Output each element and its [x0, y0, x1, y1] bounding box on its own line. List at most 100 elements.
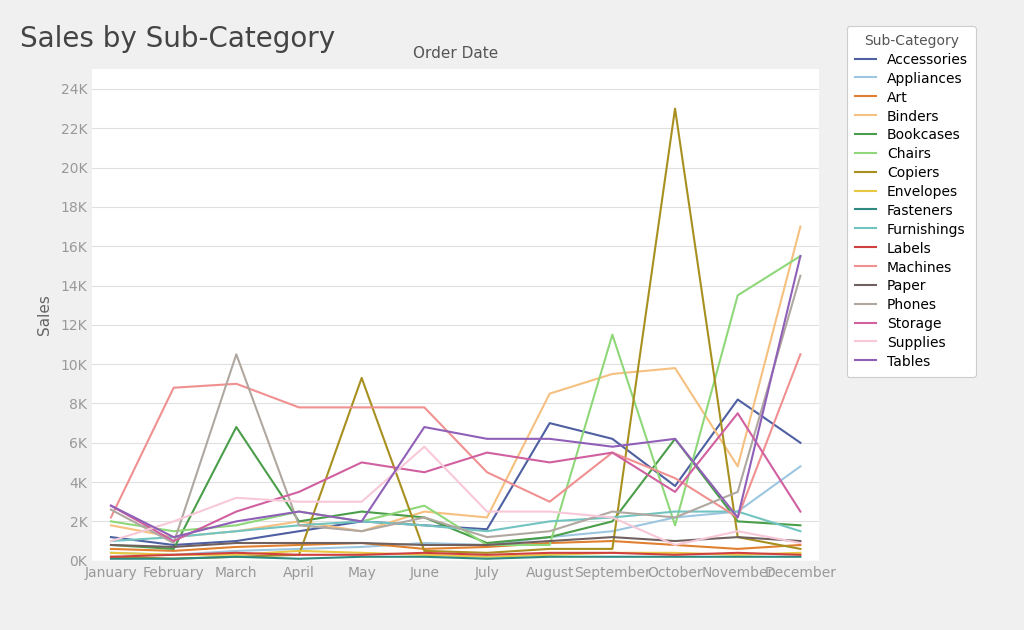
Binders — [418, 508, 430, 515]
Supplies — [418, 443, 430, 450]
Furnishings — [731, 508, 743, 515]
Chairs — [669, 522, 681, 529]
Appliances — [230, 547, 243, 554]
Storage — [168, 537, 180, 545]
Phones — [168, 539, 180, 547]
Line: Tables: Tables — [111, 256, 801, 537]
Storage — [355, 459, 368, 466]
Line: Bookcases: Bookcases — [111, 427, 801, 549]
Furnishings — [544, 518, 556, 525]
Furnishings — [168, 534, 180, 541]
Storage — [104, 502, 117, 510]
Fasteners — [293, 555, 305, 563]
Line: Fasteners: Fasteners — [111, 557, 801, 559]
Fasteners — [230, 553, 243, 561]
Line: Furnishings: Furnishings — [111, 512, 801, 541]
Furnishings — [293, 522, 305, 529]
Line: Phones: Phones — [111, 276, 801, 543]
Supplies — [669, 541, 681, 549]
Binders — [355, 527, 368, 535]
Machines — [544, 498, 556, 505]
Storage — [481, 449, 494, 456]
Copiers — [418, 547, 430, 554]
Tables — [418, 423, 430, 431]
Tables — [293, 508, 305, 515]
Appliances — [168, 551, 180, 559]
Chairs — [355, 518, 368, 525]
Line: Chairs: Chairs — [111, 256, 801, 545]
Line: Binders: Binders — [111, 227, 801, 537]
Chairs — [731, 292, 743, 299]
Line: Envelopes: Envelopes — [111, 551, 801, 557]
Accessories — [230, 537, 243, 545]
Line: Copiers: Copiers — [111, 108, 801, 559]
Text: Sales by Sub-Category: Sales by Sub-Category — [20, 25, 336, 53]
Bookcases — [731, 518, 743, 525]
Y-axis label: Sales: Sales — [37, 295, 52, 335]
Fasteners — [168, 555, 180, 563]
Labels — [104, 553, 117, 561]
Paper — [355, 539, 368, 547]
Art — [544, 539, 556, 547]
Machines — [230, 380, 243, 387]
Binders — [544, 390, 556, 398]
Envelopes — [355, 549, 368, 557]
Binders — [606, 370, 618, 378]
Bookcases — [104, 541, 117, 549]
Labels — [606, 549, 618, 557]
Bookcases — [795, 522, 807, 529]
Copiers — [355, 374, 368, 382]
Supplies — [731, 527, 743, 535]
Chairs — [230, 522, 243, 529]
Bookcases — [669, 435, 681, 443]
Machines — [731, 513, 743, 521]
Storage — [669, 488, 681, 496]
Supplies — [481, 508, 494, 515]
Chairs — [544, 541, 556, 549]
Copiers — [168, 555, 180, 563]
Art — [669, 541, 681, 549]
Supplies — [168, 518, 180, 525]
Phones — [230, 350, 243, 358]
Storage — [544, 459, 556, 466]
Supplies — [355, 498, 368, 505]
Appliances — [418, 539, 430, 547]
Copiers — [104, 553, 117, 561]
Fasteners — [795, 553, 807, 561]
Envelopes — [731, 551, 743, 559]
Paper — [418, 541, 430, 549]
Labels — [795, 551, 807, 559]
Tables — [355, 518, 368, 525]
Envelopes — [168, 551, 180, 559]
Fasteners — [606, 553, 618, 561]
Labels — [293, 551, 305, 559]
Tables — [230, 518, 243, 525]
Phones — [544, 527, 556, 535]
Copiers — [669, 105, 681, 112]
Bookcases — [418, 513, 430, 521]
Envelopes — [293, 547, 305, 554]
Storage — [293, 488, 305, 496]
Line: Paper: Paper — [111, 537, 801, 547]
Line: Appliances: Appliances — [111, 466, 801, 555]
Labels — [355, 551, 368, 559]
Art — [481, 543, 494, 551]
Paper — [606, 534, 618, 541]
Labels — [669, 551, 681, 559]
Binders — [230, 527, 243, 535]
Copiers — [544, 545, 556, 553]
Phones — [481, 534, 494, 541]
Tables — [795, 252, 807, 260]
Copiers — [795, 545, 807, 553]
Phones — [795, 272, 807, 280]
Line: Labels: Labels — [111, 553, 801, 557]
Machines — [418, 404, 430, 411]
Copiers — [481, 549, 494, 557]
Fasteners — [104, 555, 117, 563]
Accessories — [104, 534, 117, 541]
Art — [355, 539, 368, 547]
Accessories — [544, 420, 556, 427]
Art — [418, 545, 430, 553]
Paper — [168, 543, 180, 551]
Tables — [104, 502, 117, 510]
